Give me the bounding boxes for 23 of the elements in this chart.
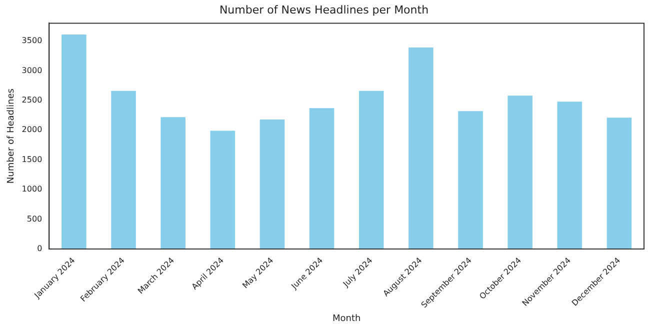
bar [458,111,483,249]
x-axis-title: Month [332,314,361,324]
y-tick-label: 3000 [22,66,42,75]
y-tick-label: 2500 [22,96,42,105]
bar [62,34,86,249]
y-tick-label: 500 [26,214,42,224]
y-tick-label: 3500 [22,36,42,46]
y-tick-label: 1500 [22,154,42,164]
bar [260,119,285,249]
bar [408,48,434,249]
bar [606,118,632,249]
bar [358,90,384,249]
y-tick-label: 0 [37,244,42,254]
bar [111,90,136,249]
y-tick-label: 1000 [22,184,42,194]
bar [557,102,582,249]
y-tick-label: 2000 [22,125,42,134]
chart-title: Number of News Headlines per Month [219,3,429,16]
bar [160,117,186,249]
bar [210,130,236,249]
bar [508,96,532,249]
y-axis-title: Number of Headlines [6,88,17,184]
bar [309,108,334,249]
